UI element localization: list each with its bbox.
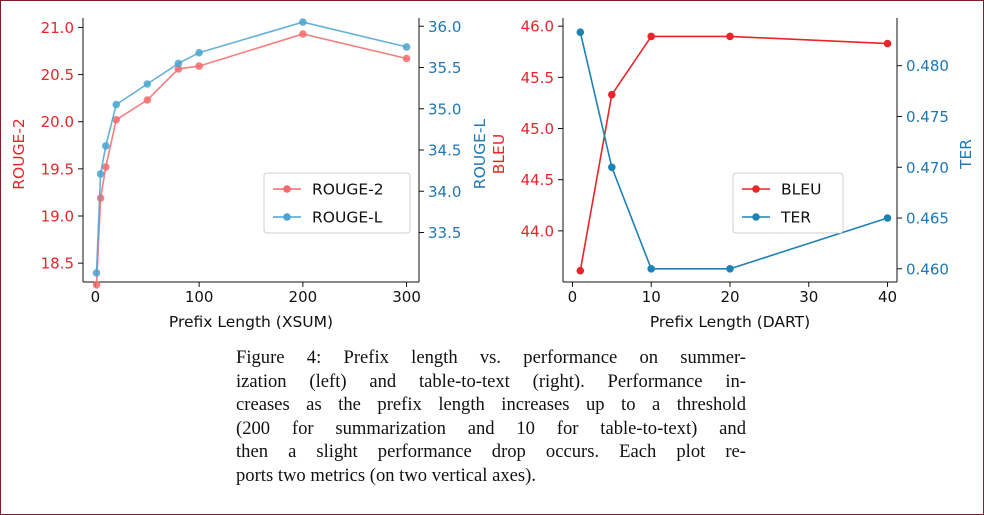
right-y-tick-label: 34.5 [428,142,461,160]
left-y-tick-label: 20.0 [41,113,74,131]
data-point-bleu [726,32,734,41]
left-y-tick-label: 19.0 [41,208,74,226]
data-point-rouge-2 [195,62,203,70]
x-tick-label: 100 [185,288,214,306]
series-line-bleu [579,35,888,271]
right-y-tick-label: 34.0 [428,183,461,201]
right-y-tick-label: 0.460 [906,260,949,278]
data-point-bleu [883,39,892,48]
left-y-axis-label: BLEU [490,134,508,174]
data-point-rouge-l [92,269,101,277]
x-tick-label: 10 [642,288,661,306]
legend: BLEU TER [732,172,844,234]
data-point-ter [576,28,585,36]
data-point-rouge-l [299,18,307,26]
legend-swatch-marker [283,213,291,221]
caption-line: creases as the prefix length increases u… [236,394,746,416]
right-y-tick-label: 35.0 [428,100,461,118]
legend-label: TER [780,209,811,227]
right-y-axis-label: ROUGE-L [471,118,489,189]
data-point-rouge-2 [143,96,152,104]
legend-label: BLEU [781,181,821,199]
caption-line: ization (left) and table-to-text (right)… [236,370,746,392]
legend-label: ROUGE-L [312,209,383,227]
right-y-axis-label: TER [957,139,975,170]
chart-dart: 0 10 20 30 40 Prefix Length (DART) 44.0 44.5 45.… [490,18,975,331]
data-point-rouge-2 [402,54,411,63]
data-point-ter [726,265,734,273]
data-point-rouge-l [195,48,203,57]
x-tick-label: 20 [720,288,739,306]
legend-swatch-marker [752,185,760,193]
series-line-rouge-l [95,21,407,273]
data-point-rouge-2 [299,30,307,38]
x-tick-label: 40 [878,288,897,306]
caption-line: ports two metrics (on two vertical axes)… [236,464,536,486]
left-y-tick-label: 44.5 [521,171,554,189]
figure-caption: Figure 4: Prefix length vs. performance … [236,346,746,488]
legend-swatch-marker [283,185,291,193]
right-y-tick-label: 0.470 [906,159,949,177]
left-y-tick-label: 46.0 [521,18,554,36]
right-y-tick-label: 35.5 [428,59,461,77]
left-y-tick-label: 18.5 [41,255,74,273]
data-point-rouge-l [143,80,152,88]
left-y-tick-label: 45.0 [521,120,554,138]
data-point-rouge-2 [96,194,105,202]
data-point-ter [883,214,892,222]
data-point-rouge-l [112,100,120,109]
left-y-tick-label: 45.5 [521,69,554,87]
legend-box [263,172,411,234]
x-tick-label: 0 [568,288,578,306]
legend-label: ROUGE-2 [312,181,384,199]
data-point-bleu [576,266,585,275]
right-y-tick-label: 0.475 [906,108,949,126]
left-y-tick-label: 20.5 [41,66,74,84]
right-y-tick-label: 36.0 [428,18,461,36]
caption-line: then a slight performance drop occurs. E… [236,441,746,463]
data-point-rouge-l [174,59,183,68]
legend-box [732,172,844,234]
right-y-tick-label: 0.465 [906,210,949,228]
caption-line: (200 for summarization and 10 for table-… [236,417,746,439]
right-y-tick-label: 0.480 [906,57,949,75]
x-tick-label: 0 [91,288,101,306]
data-point-bleu [647,32,655,41]
left-y-tick-label: 19.5 [41,160,74,178]
data-point-ter [608,163,616,172]
caption-line: Figure 4: Prefix length vs. performance … [236,347,746,368]
legend: ROUGE-2 ROUGE-L [263,172,411,234]
left-y-tick-label: 21.0 [41,19,74,37]
x-axis-label: Prefix Length (XSUM) [169,313,333,331]
x-tick-label: 300 [392,288,421,306]
legend-swatch-marker [752,213,760,221]
data-point-rouge-l [402,43,411,51]
x-tick-label: 30 [799,288,818,306]
x-tick-label: 200 [289,288,318,306]
data-point-rouge-l [96,170,105,178]
chart-xsum: 0 100 200 300 Prefix Length (XSUM) 18.5 19.0 19… [10,18,489,331]
data-point-ter [647,265,655,273]
data-point-rouge-2 [174,65,183,73]
series-line-rouge-2 [95,33,407,285]
right-y-tick-label: 33.5 [428,224,461,242]
data-point-bleu [608,90,616,99]
data-point-rouge-2 [92,281,101,289]
left-y-tick-label: 44.0 [521,222,554,240]
data-point-rouge-2 [112,116,120,124]
left-y-axis-label: ROUGE-2 [10,118,28,190]
x-axis-label: Prefix Length (DART) [650,313,810,331]
data-point-rouge-2 [102,163,110,171]
data-point-rouge-l [102,142,110,150]
